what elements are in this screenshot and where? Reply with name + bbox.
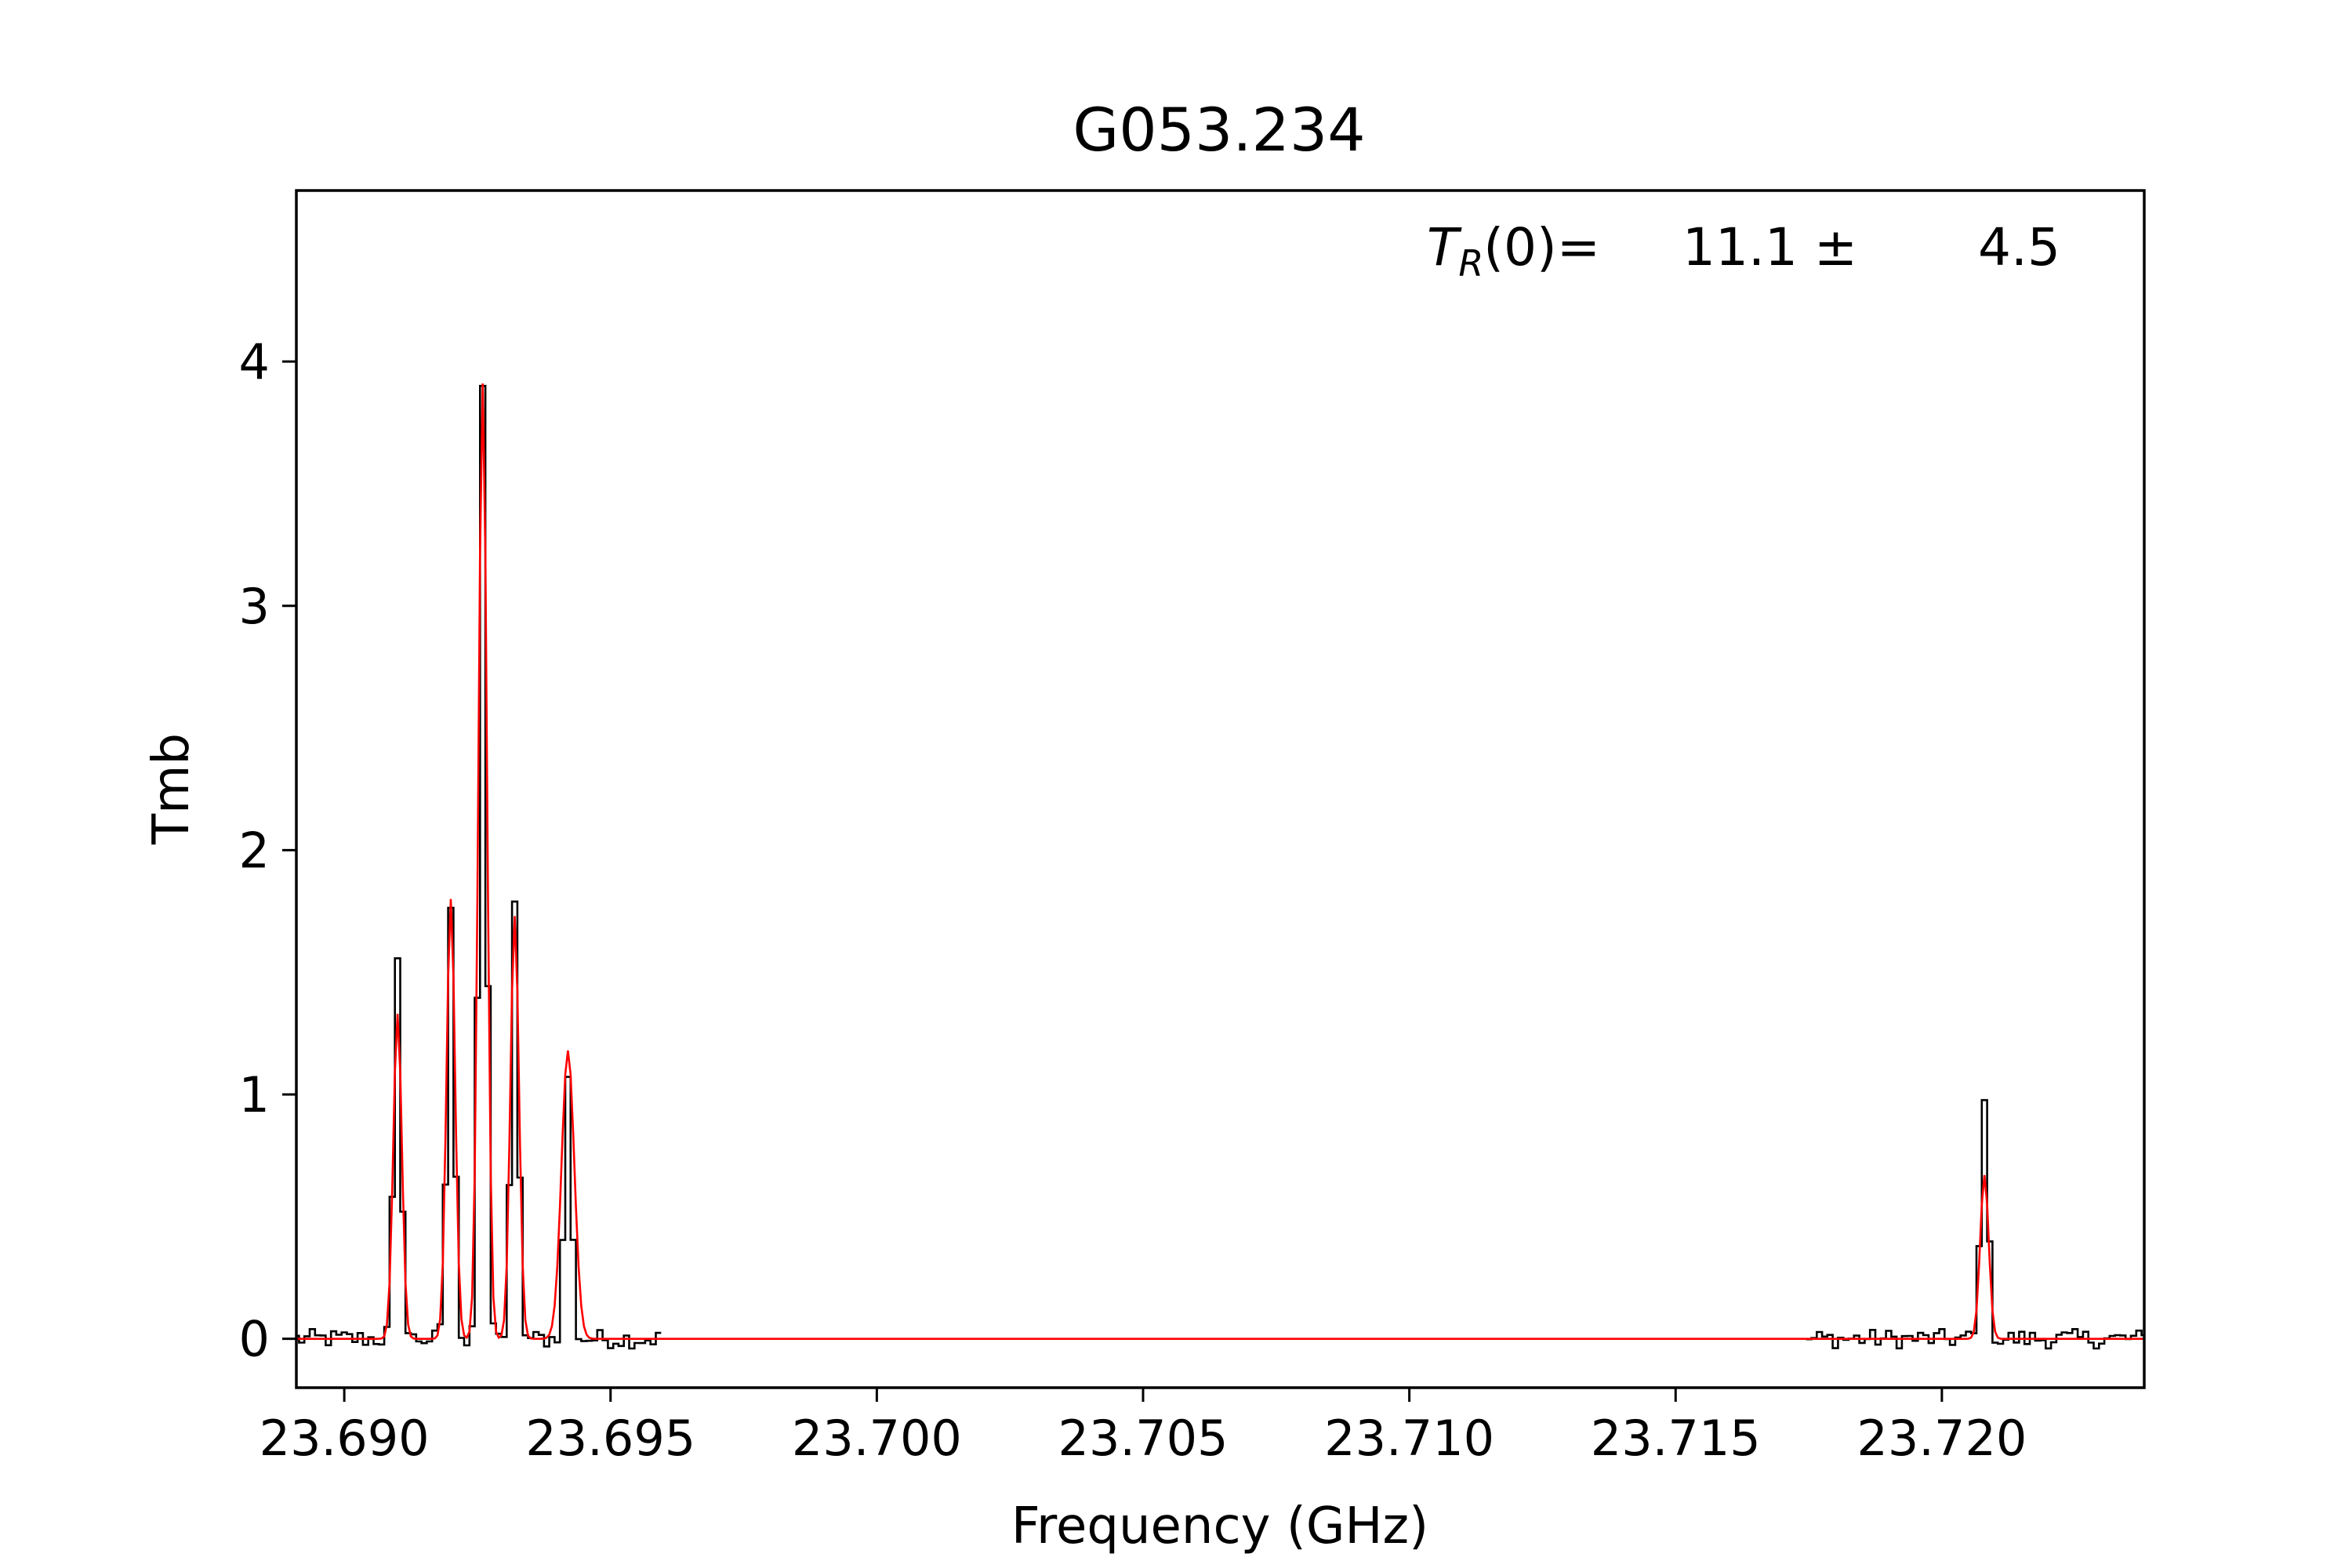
- x-tick-label: 23.700: [792, 1410, 962, 1467]
- x-tick-label: 23.695: [525, 1410, 695, 1467]
- x-tick-label: 23.715: [1591, 1410, 1761, 1467]
- y-tick-label: 3: [239, 578, 270, 635]
- annotation-subscript: R: [1458, 242, 1483, 285]
- x-axis: 23.690 23.695 23.700 23.705 23.710 23.715 23.7…: [260, 1388, 2027, 1467]
- x-axis-label: Frequency (GHz): [1011, 1497, 1428, 1555]
- y-tick-label: 0: [239, 1311, 270, 1368]
- y-tick-label: 4: [239, 333, 270, 390]
- y-axis: 0 1 2 3 4: [239, 333, 296, 1368]
- annotation-error: 4.5: [1978, 217, 2060, 278]
- annotation-value: 11.1 ±: [1682, 217, 1857, 278]
- fit-line: [296, 383, 2144, 1340]
- plot-frame: [295, 189, 2146, 1389]
- x-tick-label: 23.720: [1857, 1410, 2027, 1467]
- observed-segment-2: [1806, 1098, 2144, 1350]
- fit-annotation: TR(0)= 11.1 ± 4.5: [1427, 217, 2060, 285]
- y-axis-label: Tmb: [143, 733, 201, 845]
- annotation-suffix: (0)=: [1483, 217, 1600, 278]
- y-tick-label: 1: [239, 1066, 270, 1123]
- x-tick-label: 23.710: [1324, 1410, 1494, 1467]
- x-tick-label: 23.705: [1058, 1410, 1229, 1467]
- svg-text:TR(0)=: TR(0)=: [1427, 217, 1600, 285]
- x-tick-label: 23.690: [260, 1410, 430, 1467]
- annotation-symbol: T: [1427, 217, 1462, 278]
- y-tick-label: 2: [239, 822, 270, 879]
- chart-title: G053.234: [1073, 95, 1365, 165]
